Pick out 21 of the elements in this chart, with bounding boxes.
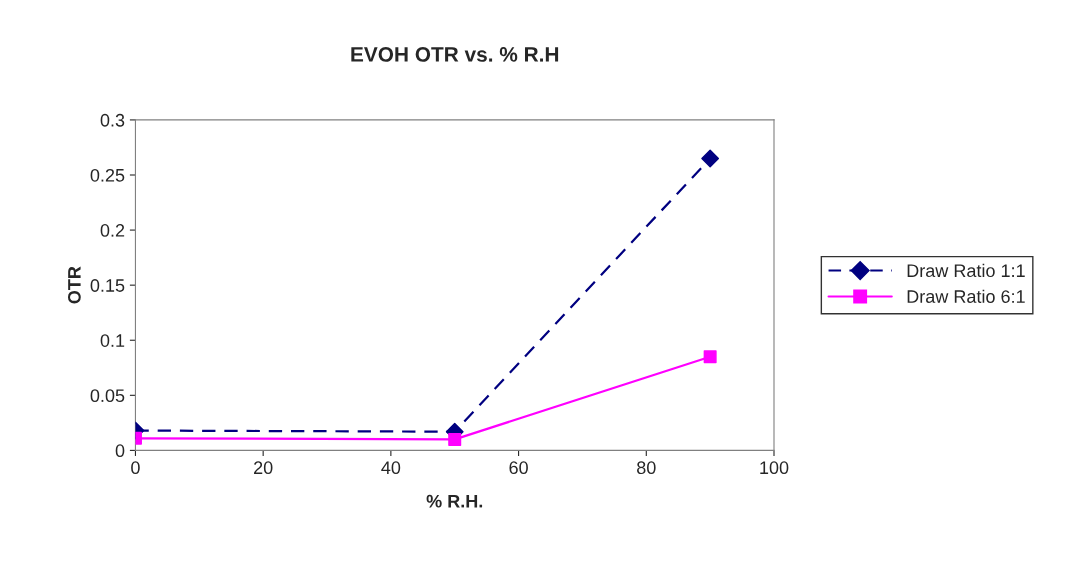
legend-label: Draw Ratio 1:1 — [907, 263, 1025, 278]
legend-label: Draw Ratio 6:1 — [907, 289, 1025, 303]
point — [703, 350, 717, 364]
y-tick-label: 0.3 — [100, 113, 125, 127]
y-tick-label: 0.1 — [100, 334, 125, 347]
chart-title: EVOH OTR vs. % R.H — [351, 47, 559, 62]
x-tick-label: 0 — [131, 461, 140, 475]
y-tick-label: 0.2 — [100, 224, 125, 237]
x-tick-label: 20 — [254, 461, 273, 475]
y-axis-title: OTR — [67, 266, 81, 304]
x-axis-title: % R.H. — [426, 494, 483, 508]
y-tick-label: 0 — [115, 444, 125, 458]
y-tick-label: 0.15 — [90, 279, 125, 292]
point — [448, 432, 462, 446]
y-tick-label: 0.25 — [90, 168, 125, 182]
x-tick-label: 80 — [637, 461, 656, 475]
x-tick-label: 60 — [509, 461, 528, 475]
x-tick-label: 40 — [381, 461, 401, 475]
y-tick-label: 0.05 — [90, 389, 125, 403]
point — [701, 149, 720, 168]
x-tick-label: 100 — [760, 461, 789, 475]
